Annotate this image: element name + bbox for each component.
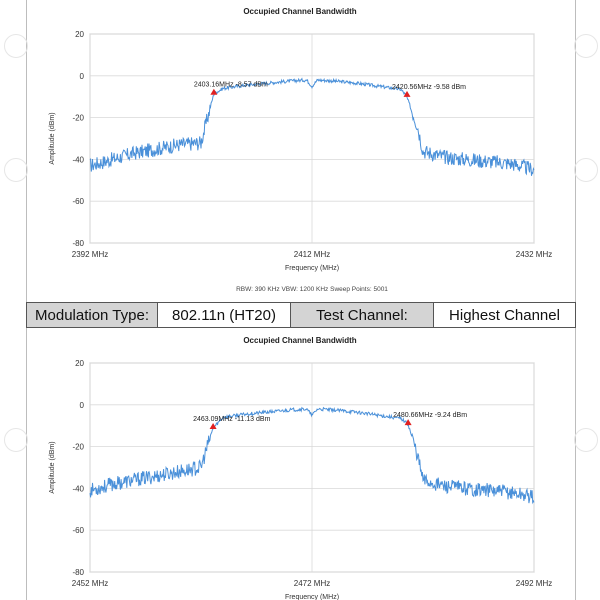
watermark-mark [4,158,28,182]
x-axis-label: Frequency (MHz) [285,265,339,272]
y-tick-label: -80 [72,568,84,577]
y-tick-label: -20 [72,114,84,123]
y-tick-label: 20 [75,30,84,39]
chart-title: Occupied Channel Bandwidth [243,7,357,16]
y-tick-label: -80 [72,239,84,248]
x-axis-label: Frequency (MHz) [285,594,339,600]
watermark-mark [574,158,598,182]
y-tick-label: -60 [72,526,84,535]
y-tick-label: -20 [72,443,84,452]
occupied-bandwidth-chart-1: 20 0 -20 -40 -60 -80 2392 MHz 2412 MHz 2432 MHz F… [49,30,552,293]
y-tick-label: 0 [80,72,85,81]
chart-title: Occupied Channel Bandwidth [243,336,357,345]
test-channel-value: Highest Channel [433,302,576,328]
bandwidth-marker [209,423,217,430]
bandwidth-marker [403,90,411,97]
marker-label: 2480.66MHz -9.24 dBm [393,412,467,419]
marker-label: 2420.56MHz -9.58 dBm [392,84,466,91]
modulation-type-label: Modulation Type: [26,302,158,328]
frame-right-line [575,0,576,600]
y-tick-label: 0 [80,401,85,410]
x-tick-label: 2492 MHz [516,579,552,588]
chart-panel-1: Occupied Channel Bandwidth 20 0 -20 -40 -60 -… [26,0,574,300]
modulation-type-value: 802.11n (HT20) [157,302,291,328]
y-axis-label: Amplitude (dBm) [49,441,56,493]
watermark-mark [4,428,28,452]
watermark-mark [574,34,598,58]
modulation-info-table: Modulation Type: 802.11n (HT20) Test Cha… [26,302,576,328]
y-tick-label: -40 [72,155,84,164]
spectrum-trace [89,77,535,176]
y-tick-label: -60 [72,197,84,206]
frame-left-line [26,0,27,600]
watermark-mark [574,428,598,452]
marker-label: 2463.09MHz -11.13 dBm [193,416,270,423]
marker-label: 2403.16MHz -8.57 dBm [194,82,268,89]
spectrum-trace [89,406,535,505]
x-tick-label: 2452 MHz [72,579,108,588]
sweep-settings-text: RBW: 390 KHz VBW: 1200 KHz Sweep Points:… [236,286,388,293]
y-tick-label: 20 [75,359,84,368]
bandwidth-marker [404,419,412,426]
x-tick-label: 2472 MHz [294,579,330,588]
occupied-bandwidth-chart-2: 20 0 -20 -40 -60 -80 2452 MHz 2472 MHz 2492 MHz F… [49,359,552,600]
chart-panel-2: Occupied Channel Bandwidth 20 0 -20 -40 -60 -… [26,329,574,600]
bandwidth-marker [210,88,218,95]
x-tick-label: 2432 MHz [516,250,552,259]
test-channel-label: Test Channel: [290,302,434,328]
y-axis-label: Amplitude (dBm) [49,112,56,164]
x-tick-label: 2412 MHz [294,250,330,259]
x-tick-label: 2392 MHz [72,250,108,259]
y-tick-label: -40 [72,484,84,493]
watermark-mark [4,34,28,58]
